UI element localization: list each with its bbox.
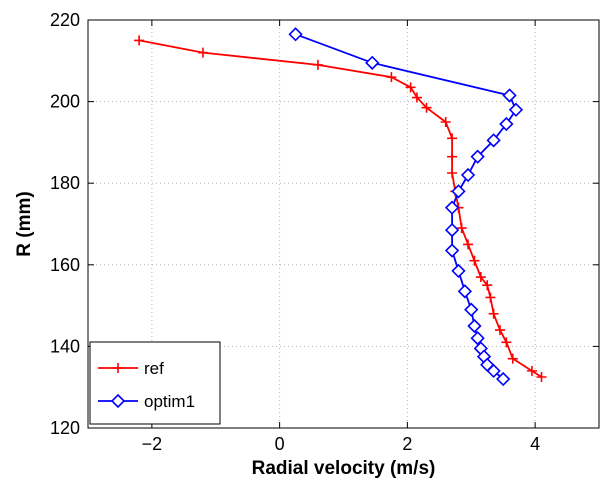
x-tick-label: 2 bbox=[402, 434, 412, 454]
data-point-marker bbox=[526, 365, 537, 376]
y-tick-label: 120 bbox=[50, 418, 80, 438]
data-point-marker bbox=[486, 363, 501, 379]
data-point-marker bbox=[485, 292, 496, 303]
data-point-marker bbox=[469, 255, 480, 266]
ticks: −2 0 2 4 120 140 160 180 200 220 bbox=[50, 10, 599, 454]
data-point-marker bbox=[494, 325, 505, 336]
series-optim1 bbox=[288, 27, 524, 387]
data-point-marker bbox=[470, 331, 485, 346]
data-point-marker bbox=[447, 133, 458, 144]
data-point-marker bbox=[113, 363, 123, 373]
data-point-marker bbox=[502, 88, 517, 103]
data-point-marker bbox=[536, 372, 547, 382]
x-tick-label: 4 bbox=[530, 434, 540, 454]
x-tick-label: 0 bbox=[275, 434, 285, 454]
x-axis-label: Radial velocity (m/s) bbox=[252, 458, 436, 479]
x-tick-label: −2 bbox=[142, 434, 163, 454]
data-point-marker bbox=[470, 149, 485, 164]
data-point-marker bbox=[486, 133, 501, 148]
data-point-marker bbox=[421, 102, 432, 113]
data-point-marker bbox=[444, 243, 460, 258]
data-point-marker bbox=[501, 337, 512, 348]
legend: ref optim1 bbox=[89, 341, 221, 425]
data-point-marker bbox=[386, 72, 397, 83]
y-tick-label: 220 bbox=[50, 10, 80, 30]
data-point-marker bbox=[411, 92, 422, 103]
data-point-marker bbox=[288, 27, 303, 42]
data-point-marker bbox=[507, 353, 518, 364]
y-axis-label: R (mm) bbox=[14, 191, 35, 256]
data-point-marker bbox=[456, 223, 467, 234]
legend-item-ref: ref bbox=[98, 359, 164, 378]
y-tick-label: 180 bbox=[50, 173, 80, 193]
data-point-marker bbox=[482, 280, 493, 291]
data-point-marker bbox=[447, 151, 458, 162]
data-point-marker bbox=[312, 59, 323, 70]
series-layer bbox=[134, 27, 547, 387]
legend-label: ref bbox=[144, 359, 164, 378]
data-point-marker bbox=[197, 47, 208, 58]
data-point-marker bbox=[499, 116, 514, 132]
data-point-marker bbox=[451, 184, 466, 199]
data-point-marker bbox=[440, 117, 451, 127]
y-tick-label: 140 bbox=[50, 336, 80, 356]
data-point-marker bbox=[475, 272, 486, 283]
data-point-marker bbox=[365, 55, 380, 70]
data-point-marker bbox=[405, 82, 416, 93]
data-point-marker bbox=[460, 167, 476, 183]
data-point-marker bbox=[463, 239, 474, 250]
data-point-marker bbox=[451, 263, 466, 279]
data-point-marker bbox=[457, 284, 472, 299]
legend-label: optim1 bbox=[144, 392, 195, 411]
data-point-marker bbox=[508, 102, 524, 117]
data-point-marker bbox=[488, 308, 499, 319]
data-point-marker bbox=[447, 168, 458, 178]
data-point-marker bbox=[444, 222, 460, 238]
legend-item-optim1: optim1 bbox=[98, 392, 195, 411]
legend-box bbox=[89, 341, 221, 425]
plot-frame bbox=[87, 19, 600, 429]
data-point-marker bbox=[467, 318, 482, 334]
y-tick-label: 200 bbox=[50, 92, 80, 112]
data-point-marker bbox=[496, 371, 511, 387]
y-tick-label: 160 bbox=[50, 255, 80, 275]
data-point-marker bbox=[464, 302, 479, 317]
data-point-marker bbox=[110, 393, 126, 409]
data-point-marker bbox=[134, 35, 145, 46]
data-point-marker bbox=[444, 200, 460, 215]
